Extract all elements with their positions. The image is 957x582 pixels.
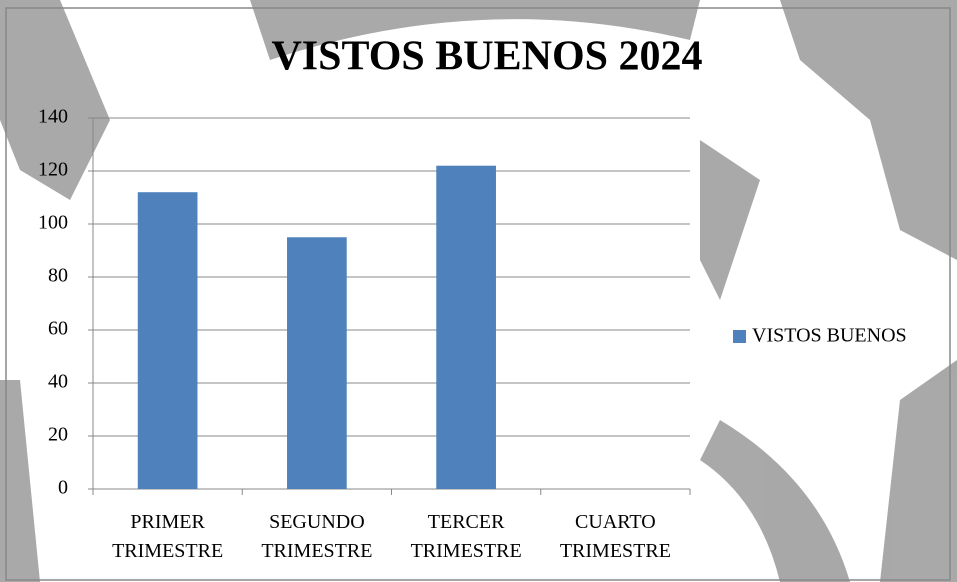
bar <box>287 237 347 489</box>
y-tick-label: 80 <box>48 265 68 287</box>
y-tick-label: 40 <box>48 371 68 393</box>
y-tick-label: 140 <box>38 106 68 128</box>
bar <box>436 166 496 489</box>
legend-label: VISTOS BUENOS <box>752 325 907 347</box>
x-tick-label: CUARTO TRIMESTRE <box>540 508 690 566</box>
x-tick-label: PRIMER TRIMESTRE <box>93 508 243 566</box>
y-tick-label: 20 <box>48 424 68 446</box>
y-tick-label: 100 <box>38 212 68 234</box>
bar <box>138 192 198 489</box>
chart: VISTOS BUENOS 2024 0 20 40 60 80 100 120 140 VIS… <box>0 0 957 582</box>
y-tick-label: 120 <box>38 159 68 181</box>
y-tick-label: 60 <box>48 318 68 340</box>
x-tick-label: TERCER TRIMESTRE <box>391 508 541 566</box>
y-tick-label: 0 <box>58 477 68 499</box>
legend-swatch <box>733 330 746 343</box>
page: VISTOS BUENOS 2024 0 20 40 60 80 100 120 140 VIS… <box>0 0 957 582</box>
chart-title: VISTOS BUENOS 2024 <box>271 34 702 80</box>
x-tick-label: SEGUNDO TRIMESTRE <box>242 508 392 566</box>
